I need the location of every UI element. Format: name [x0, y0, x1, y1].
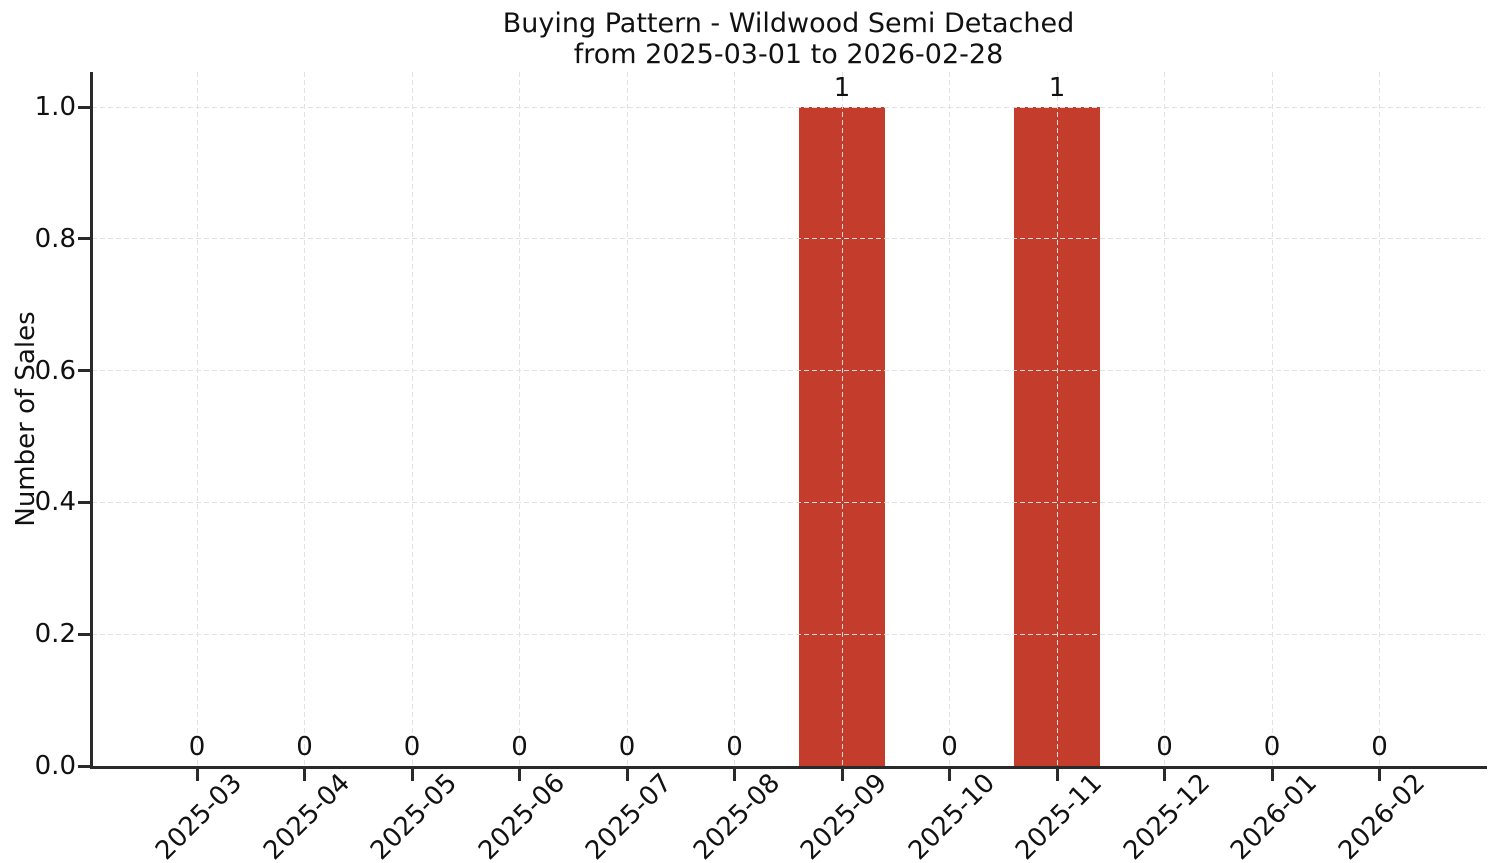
x-tick-label: 2026-01	[1224, 767, 1324, 863]
y-axis-label: Number of Sales	[11, 311, 41, 527]
vertical-gridline	[1164, 72, 1165, 766]
x-tick	[1055, 769, 1059, 781]
x-tick	[1270, 769, 1274, 781]
value-label: 0	[941, 732, 958, 762]
vertical-gridline	[411, 72, 413, 766]
x-tick-label: 2025-03	[149, 767, 249, 863]
x-tick-label: 2025-06	[472, 767, 571, 863]
vertical-gridline	[519, 72, 520, 766]
x-tick	[195, 769, 199, 781]
x-tick-label: 2025-11	[1009, 767, 1109, 863]
x-tick-label: 2025-10	[902, 767, 1001, 863]
chart-title: Buying Pattern - Wildwood Semi Detached	[502, 8, 1075, 39]
x-tick-label: 2025-05	[364, 767, 464, 863]
x-tick	[840, 769, 844, 781]
vertical-gridline	[304, 72, 305, 766]
vertical-gridline	[1056, 72, 1058, 766]
value-label: 0	[726, 732, 743, 762]
y-tick	[78, 500, 90, 504]
x-tick-label: 2025-07	[579, 767, 679, 863]
vertical-gridline	[949, 72, 950, 766]
value-label: 1	[1048, 73, 1066, 103]
y-tick-label: 0.6	[34, 355, 76, 386]
vertical-gridline	[196, 72, 198, 766]
value-label: 0	[618, 732, 636, 762]
horizontal-gridline	[92, 238, 1485, 240]
x-tick-label: 2025-09	[794, 767, 894, 863]
x-tick	[303, 769, 306, 781]
y-tick	[78, 105, 90, 109]
value-label: 0	[511, 732, 528, 762]
x-tick	[948, 769, 951, 781]
horizontal-gridline	[92, 106, 1485, 108]
y-tick	[78, 237, 90, 241]
value-label: 0	[296, 732, 313, 762]
x-tick	[733, 769, 736, 781]
value-label: 0	[188, 732, 206, 762]
value-label: 0	[1371, 732, 1388, 762]
chart-title-block: Buying Pattern - Wildwood Semi Detached …	[92, 8, 1485, 70]
vertical-gridline	[841, 72, 843, 766]
y-tick-label: 1.0	[34, 92, 76, 122]
horizontal-gridline	[92, 370, 1485, 372]
x-tick	[1378, 769, 1381, 781]
x-tick	[1163, 769, 1166, 781]
y-axis-spine	[90, 72, 93, 769]
x-tick-label: 2025-04	[257, 767, 356, 863]
value-label: 0	[403, 732, 421, 762]
vertical-gridline	[626, 72, 628, 766]
y-tick	[78, 632, 90, 636]
chart-subtitle: from 2025-03-01 to 2026-02-28	[573, 39, 1004, 70]
horizontal-gridline	[92, 501, 1485, 503]
x-axis-spine	[90, 766, 1487, 769]
y-tick-label: 0.0	[34, 751, 76, 781]
x-tick	[410, 769, 414, 781]
y-tick	[78, 369, 90, 373]
vertical-gridline	[734, 72, 735, 766]
vertical-gridline	[1271, 72, 1273, 766]
x-tick	[518, 769, 521, 781]
x-tick-label: 2025-12	[1117, 767, 1216, 863]
x-tick	[625, 769, 629, 781]
horizontal-gridline	[92, 633, 1485, 635]
value-label: 1	[833, 73, 851, 103]
x-tick-label: 2025-08	[687, 767, 786, 863]
x-tick-label: 2026-02	[1332, 767, 1431, 863]
y-tick	[78, 764, 90, 768]
y-tick-label: 0.2	[34, 619, 76, 650]
value-label: 0	[1156, 732, 1173, 762]
y-tick-label: 0.8	[34, 223, 76, 254]
vertical-gridline	[1379, 72, 1380, 766]
y-tick-label: 0.4	[34, 487, 76, 518]
value-label: 0	[1263, 732, 1281, 762]
